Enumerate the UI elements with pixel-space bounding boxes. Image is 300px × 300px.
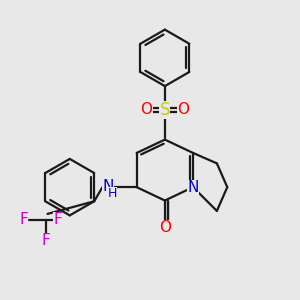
Text: N: N bbox=[102, 179, 113, 194]
Text: F: F bbox=[53, 212, 62, 227]
Text: S: S bbox=[160, 101, 170, 119]
Text: O: O bbox=[159, 220, 171, 235]
Text: H: H bbox=[107, 187, 117, 200]
Text: F: F bbox=[42, 233, 50, 248]
Text: O: O bbox=[140, 102, 152, 117]
Text: N: N bbox=[188, 180, 199, 195]
Text: O: O bbox=[177, 102, 189, 117]
Text: F: F bbox=[19, 212, 28, 227]
